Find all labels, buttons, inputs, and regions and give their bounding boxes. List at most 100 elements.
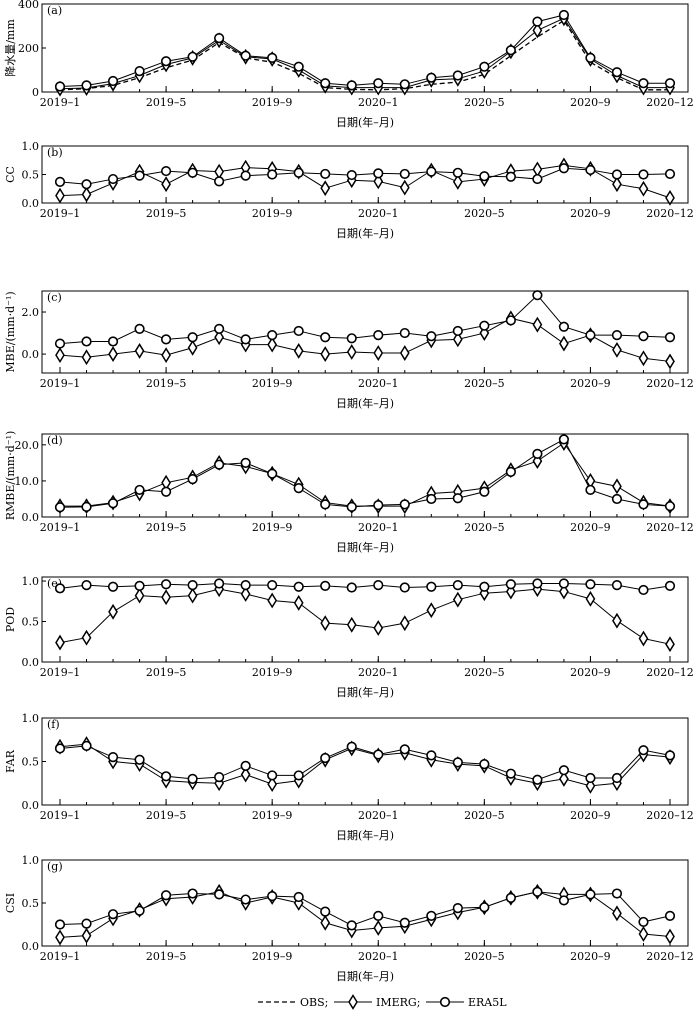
imerg-point bbox=[134, 587, 145, 604]
y-tick-label: 400 bbox=[18, 0, 39, 11]
era5l-point bbox=[293, 61, 304, 72]
era5l-point bbox=[240, 170, 251, 181]
y-tick-label: 0.0 bbox=[22, 197, 40, 210]
era5l-point bbox=[160, 771, 172, 782]
era5l-point bbox=[558, 895, 570, 906]
x-tick-label: 2020–12 bbox=[646, 666, 694, 679]
legend-obs-label: OBS; bbox=[300, 996, 328, 1009]
era5l-point bbox=[638, 499, 649, 510]
x-tick-label: 2020–5 bbox=[464, 377, 505, 390]
era5l-point bbox=[54, 583, 66, 594]
era5l-point bbox=[611, 579, 623, 591]
era5l-point bbox=[558, 321, 570, 332]
imerg-point bbox=[373, 920, 384, 936]
imerg-point bbox=[373, 173, 384, 190]
era5l-point bbox=[134, 65, 145, 77]
y-tick-label: 1.0 bbox=[22, 140, 40, 153]
x-tick-label: 2019–9 bbox=[252, 521, 293, 534]
y-tick-label: 0.5 bbox=[22, 897, 40, 910]
era5l-point bbox=[81, 918, 92, 929]
imerg-point bbox=[81, 927, 92, 944]
era5l-point bbox=[267, 169, 278, 180]
y-tick-label: 200 bbox=[18, 42, 39, 55]
era5l-point bbox=[293, 581, 304, 592]
era5l-point bbox=[585, 484, 596, 496]
era5l-point bbox=[107, 752, 119, 763]
era5l-point bbox=[54, 81, 66, 92]
imerg-point bbox=[665, 353, 675, 370]
era5l-point bbox=[452, 579, 463, 591]
era5l-point bbox=[293, 891, 304, 903]
era5l-point bbox=[320, 580, 331, 592]
era5l-point bbox=[320, 752, 331, 764]
y-tick-label: 20.0 bbox=[15, 439, 40, 452]
y-tick-label: 0.0 bbox=[22, 656, 40, 669]
x-tick-label: 2020–5 bbox=[464, 521, 505, 534]
era5l-point bbox=[558, 9, 570, 21]
era5l-point bbox=[346, 169, 357, 181]
x-axis-label: 日期(年–月) bbox=[336, 685, 394, 699]
era5l-point bbox=[187, 474, 198, 485]
era5l-point bbox=[664, 168, 676, 180]
era5l-point bbox=[532, 578, 543, 589]
x-tick-label: 2019–1 bbox=[40, 521, 81, 534]
imerg-point bbox=[320, 914, 331, 931]
panel-label: (d) bbox=[47, 434, 63, 447]
era5l-point bbox=[399, 744, 410, 755]
series-imerg-line bbox=[60, 442, 671, 507]
imerg-point bbox=[108, 346, 118, 363]
y-tick-label: 0.0 bbox=[22, 799, 40, 812]
era5l-point bbox=[638, 169, 649, 180]
panel-label: (b) bbox=[47, 146, 63, 159]
x-tick-label: 2020–12 bbox=[646, 96, 694, 109]
imerg-point bbox=[240, 586, 251, 602]
era5l-point bbox=[532, 886, 543, 897]
imerg-point bbox=[240, 766, 251, 783]
era5l-point bbox=[532, 448, 543, 459]
imerg-point bbox=[559, 770, 569, 787]
series-imerg-line bbox=[59, 891, 671, 938]
era5l-point bbox=[373, 168, 384, 179]
imerg-point bbox=[638, 630, 649, 647]
imerg-point bbox=[532, 22, 543, 39]
legend-imerg-label: IMERG; bbox=[376, 996, 420, 1009]
imerg-point bbox=[452, 173, 463, 190]
imerg-point bbox=[108, 603, 118, 620]
era5l-point bbox=[134, 754, 145, 765]
imerg-point bbox=[214, 329, 225, 346]
y-tick-label: 0.5 bbox=[22, 756, 40, 769]
x-tick-label: 2019–9 bbox=[252, 377, 293, 390]
era5l-point bbox=[532, 290, 543, 301]
x-tick-label: 2019–5 bbox=[146, 207, 187, 220]
era5l-point bbox=[585, 772, 596, 784]
era5l-point bbox=[532, 16, 543, 27]
era5l-point bbox=[240, 457, 251, 468]
era5l-point bbox=[638, 916, 649, 928]
imerg-point bbox=[638, 350, 649, 367]
era5l-point bbox=[54, 502, 66, 513]
era5l-point bbox=[214, 323, 225, 334]
era5l-point bbox=[293, 483, 304, 494]
era5l-point bbox=[426, 581, 437, 592]
imerg-point bbox=[665, 189, 675, 206]
era5l-point bbox=[81, 336, 92, 347]
era5l-point bbox=[214, 176, 225, 187]
y-tick-label: 10.0 bbox=[15, 475, 40, 488]
x-tick-label: 2019–9 bbox=[252, 950, 293, 963]
imerg-point bbox=[559, 583, 569, 600]
imerg-point bbox=[585, 590, 596, 607]
era5l-point bbox=[399, 499, 410, 510]
era5l-point bbox=[452, 325, 463, 337]
era5l-point bbox=[134, 484, 145, 496]
era5l-point bbox=[638, 745, 649, 756]
imerg-point bbox=[267, 776, 278, 793]
era5l-point bbox=[293, 770, 304, 781]
imerg-point bbox=[161, 176, 171, 193]
era5l-point bbox=[267, 468, 278, 479]
era5l-point bbox=[399, 917, 410, 928]
imerg-point bbox=[267, 336, 278, 353]
era5l-point bbox=[664, 332, 676, 343]
x-tick-label: 2020–5 bbox=[464, 207, 505, 220]
panel-label: (a) bbox=[47, 4, 62, 17]
imerg-point bbox=[532, 316, 543, 333]
